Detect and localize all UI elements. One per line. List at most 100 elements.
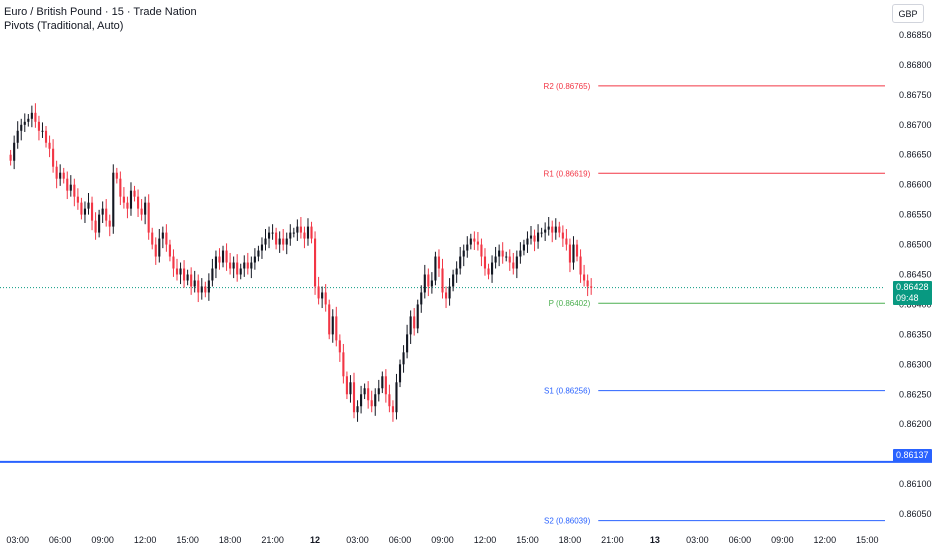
candle (561, 225, 564, 247)
candle (313, 231, 317, 295)
candle-body (476, 241, 479, 245)
candle (267, 226, 271, 249)
candle (172, 249, 175, 277)
candle (317, 276, 320, 305)
candle (105, 199, 108, 227)
candle-body (427, 274, 430, 287)
time-axis: 03:00 06:00 09:00 12:00 15:00 18:00 21:00 12 03:… (6, 535, 878, 545)
candle (452, 269, 455, 292)
candle-body (87, 202, 90, 209)
candle (409, 310, 412, 344)
x-tick-label: 06:00 (389, 535, 412, 545)
candle-body (360, 394, 363, 407)
candle-body (547, 226, 550, 230)
candle (480, 238, 483, 267)
y-tick-label: 0.86250 (899, 389, 932, 399)
candle-body (115, 172, 118, 179)
candle-body (278, 238, 281, 245)
candle-body (147, 202, 150, 233)
candle (515, 250, 518, 279)
candle (55, 160, 58, 189)
x-tick-label: 12:00 (814, 535, 837, 545)
candle (73, 178, 76, 207)
candle-body (179, 268, 182, 275)
candle (568, 238, 572, 273)
candle-body (310, 226, 313, 239)
candle-body (469, 238, 472, 245)
candle-body (221, 250, 225, 263)
candle-body (501, 250, 504, 257)
candle (80, 197, 83, 220)
candle (420, 285, 423, 313)
candle (30, 105, 33, 128)
candle (52, 139, 55, 173)
candle (27, 114, 30, 127)
candles-layer (9, 103, 593, 422)
candle (44, 125, 48, 148)
candle (345, 371, 348, 400)
countdown-timer: 09:48 (896, 293, 919, 303)
candle (115, 167, 118, 184)
candle (76, 188, 79, 210)
candle (398, 359, 402, 388)
candle (119, 171, 122, 206)
candle-body (76, 196, 79, 203)
candle-body (349, 382, 352, 395)
candle-body (406, 334, 409, 353)
candle-body (275, 232, 278, 245)
candle-body (225, 250, 228, 263)
currency-button[interactable]: GBP (892, 4, 924, 23)
candle-body (345, 376, 348, 395)
candle-body (80, 202, 83, 215)
x-tick-label: 21:00 (261, 535, 284, 545)
candle-body (133, 190, 136, 197)
candle-body (367, 388, 370, 401)
candle (430, 272, 433, 294)
candle-body (122, 196, 125, 203)
candle-body (466, 244, 469, 251)
candle-body (473, 238, 476, 242)
candle (271, 224, 274, 240)
candle (579, 249, 582, 283)
candle-body (267, 232, 271, 239)
candle (349, 375, 352, 403)
candle-body (264, 238, 267, 245)
x-tick-label: 12:00 (474, 535, 497, 545)
candle-body (328, 304, 331, 335)
candle-body (490, 262, 494, 275)
candle (377, 379, 380, 402)
candle (190, 267, 193, 295)
candle (66, 171, 69, 200)
candle (328, 299, 331, 340)
candle-body (505, 256, 508, 258)
candle-body (331, 316, 334, 335)
y-tick-label: 0.86050 (899, 509, 932, 519)
candle-body (243, 262, 246, 269)
candle (558, 221, 561, 238)
candle-body (136, 196, 140, 209)
candle (402, 345, 405, 373)
candle-body (13, 142, 16, 161)
candle-body (260, 244, 264, 251)
candle (292, 227, 295, 238)
candle (335, 306, 338, 347)
x-tick-label: 03:00 (686, 535, 709, 545)
y-tick-label: 0.86300 (899, 359, 932, 369)
candle-body (48, 142, 51, 149)
candle-body (246, 262, 249, 269)
candle (236, 254, 239, 282)
candle (257, 245, 260, 262)
candle-body (44, 130, 48, 143)
symbol-title[interactable]: Euro / British Pound · 15 · Trade Nation (4, 6, 197, 18)
candle (165, 224, 168, 252)
candle-body (129, 190, 133, 209)
x-tick-label: 21:00 (601, 535, 624, 545)
candle (16, 121, 19, 149)
candle-body (296, 226, 299, 233)
indicator-label[interactable]: Pivots (Traditional, Auto) (4, 20, 124, 32)
candle-body (151, 232, 154, 245)
candle-body (430, 280, 433, 287)
candle-body (324, 292, 327, 305)
x-tick-label: 03:00 (6, 535, 29, 545)
